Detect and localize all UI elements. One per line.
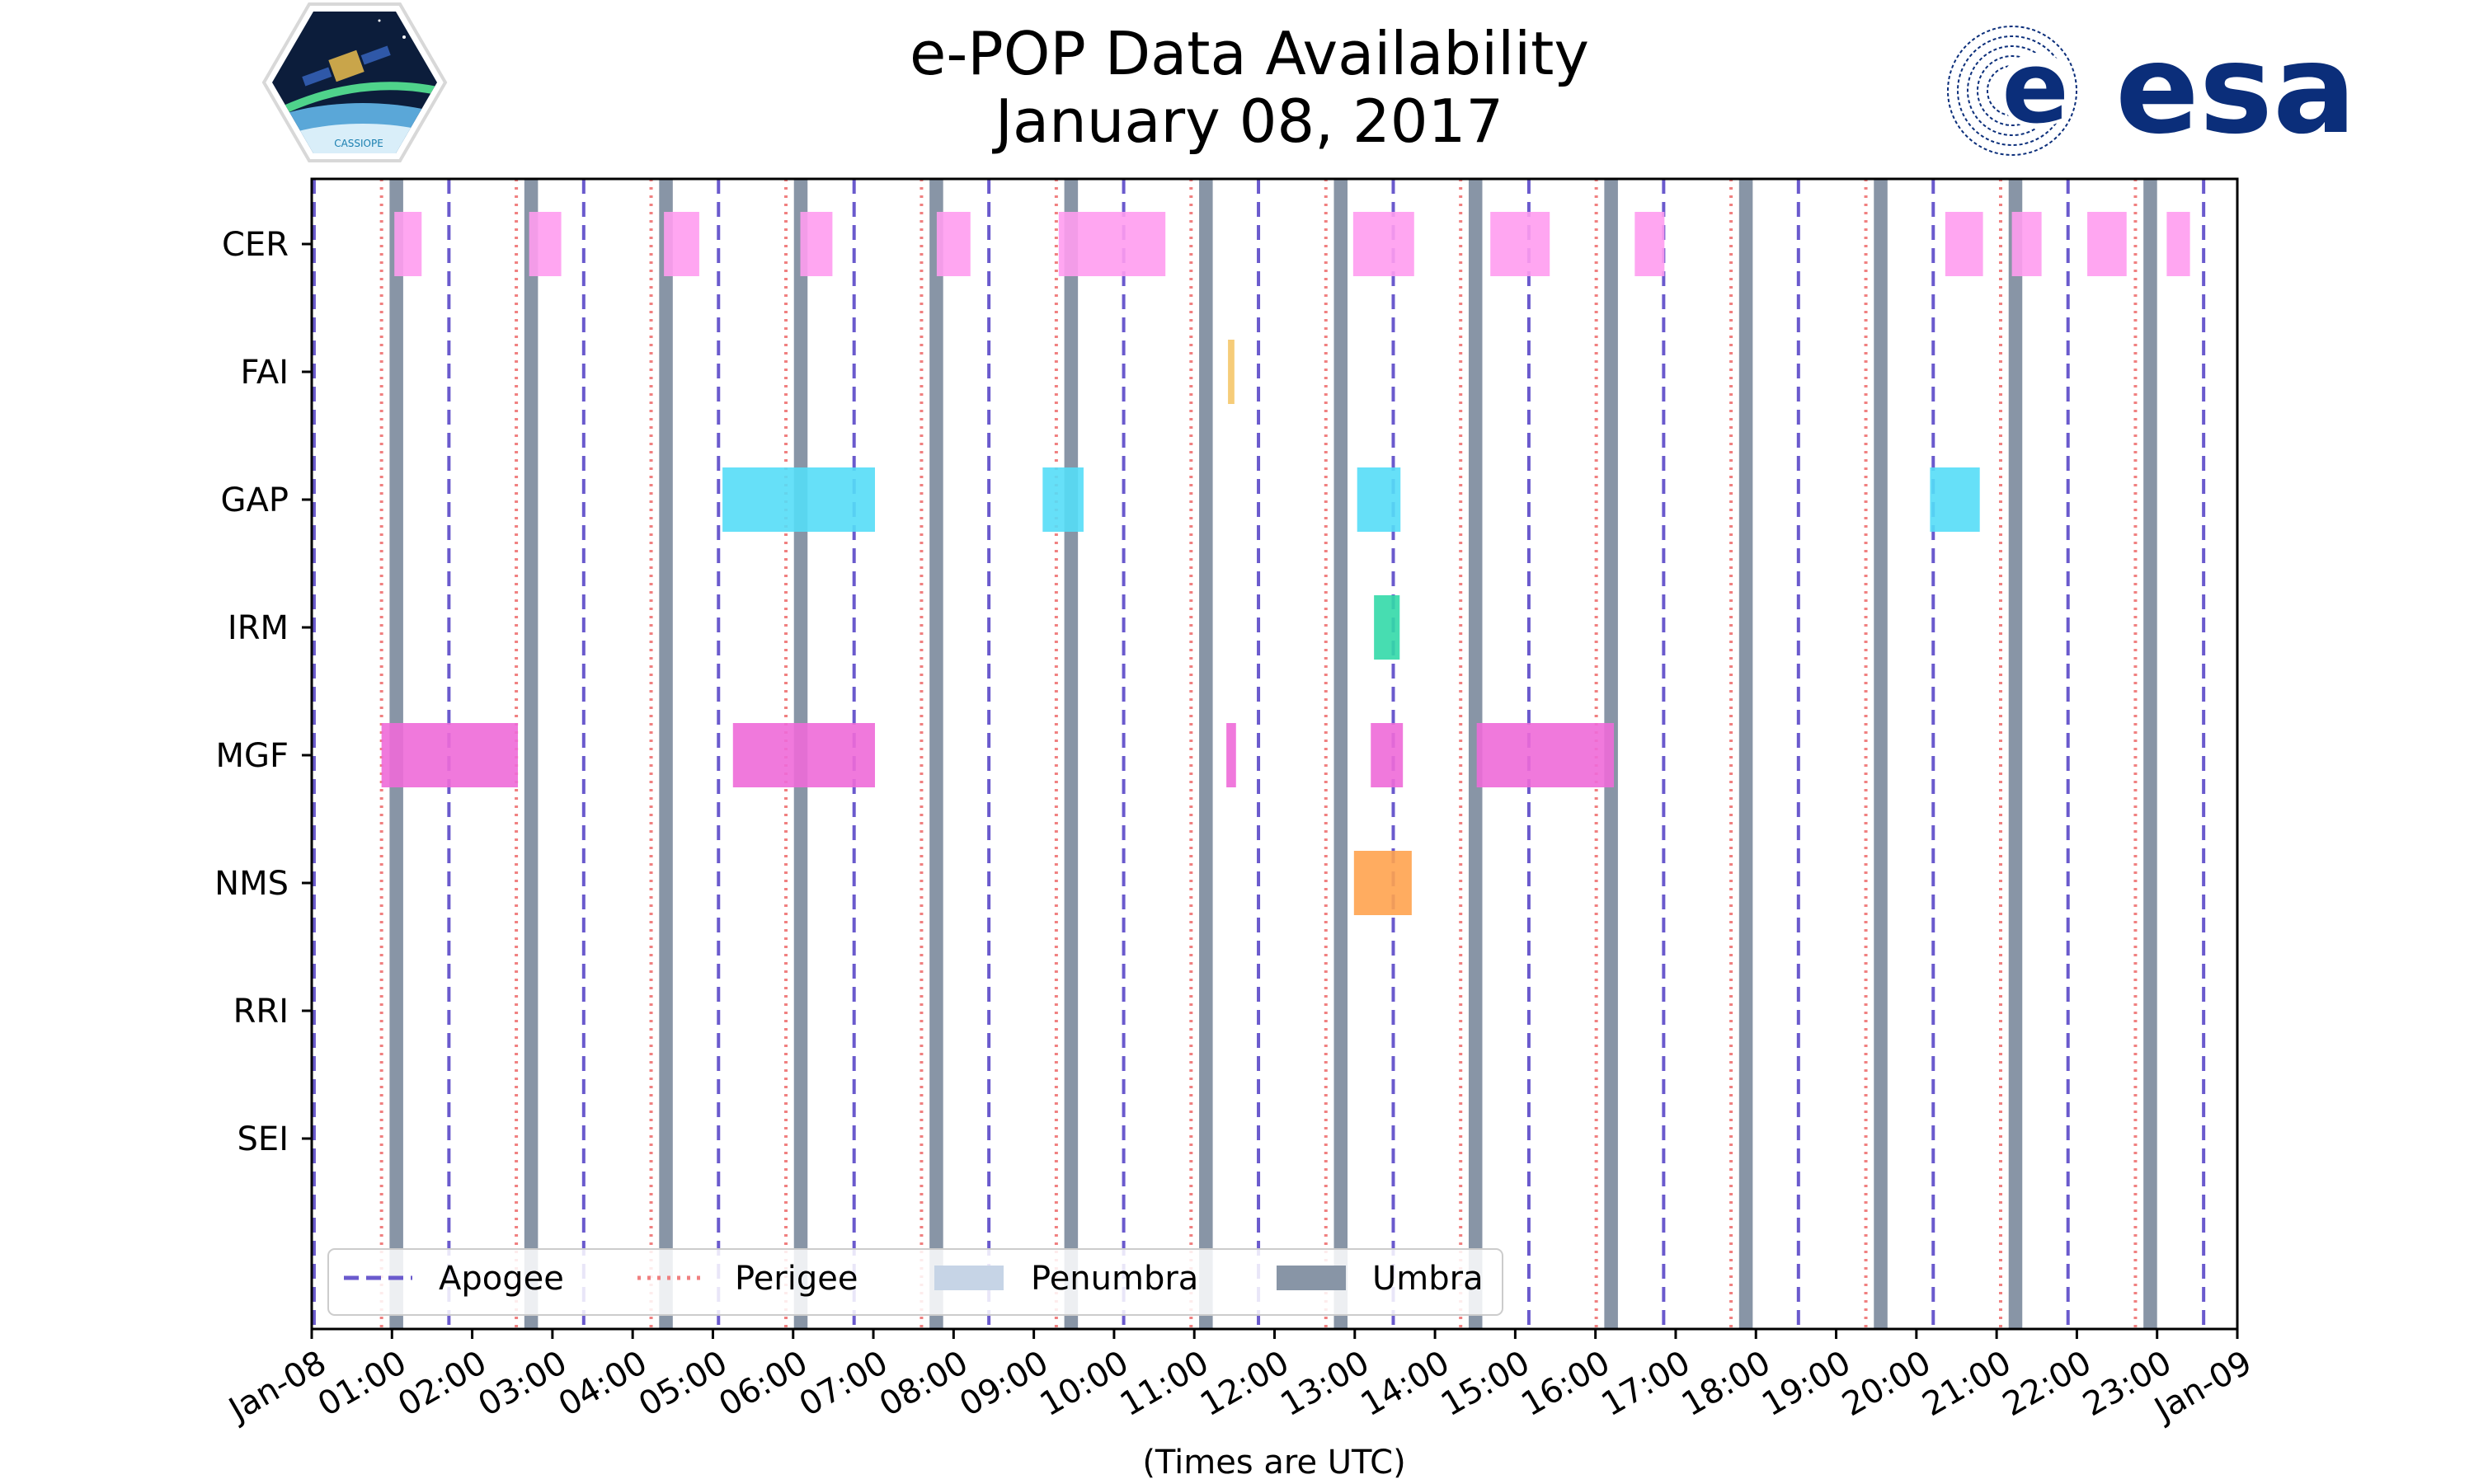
legend-penumbra-swatch: [934, 1266, 1004, 1290]
legend-apogee-label: Apogee: [439, 1260, 564, 1298]
bar-cer-7: [1490, 212, 1550, 276]
legend: Apogee Perigee Penumbra Umbra: [327, 1248, 1503, 1316]
bar-mgf-1: [732, 723, 875, 787]
x-tick-label-11: 11:00: [1114, 1344, 1216, 1424]
bar-irm-0: [1374, 595, 1400, 660]
x-tick-label-5: 05:00: [633, 1344, 734, 1424]
perigee-lines: [379, 179, 2138, 1329]
x-tick-label-6: 06:00: [713, 1344, 814, 1424]
esa-logo-text: esa: [2115, 18, 2356, 162]
x-tick-label-15: 15:00: [1435, 1344, 1536, 1424]
y-tick-label-cer: CER: [222, 226, 289, 264]
y-tick-label-gap: GAP: [221, 481, 289, 519]
bar-cer-2: [664, 212, 699, 276]
x-tick-label-9: 09:00: [953, 1344, 1055, 1424]
x-tick-label-8: 08:00: [873, 1344, 975, 1424]
bar-cer-5: [1058, 212, 1166, 276]
bar-gap-1: [1042, 467, 1084, 532]
x-tick-label-21: 21:00: [1917, 1344, 2018, 1424]
legend-umbra-swatch: [1277, 1266, 1346, 1290]
umbra-band-5: [1064, 179, 1079, 1329]
bar-cer-10: [2011, 212, 2042, 276]
x-tick-label-16: 16:00: [1515, 1344, 1616, 1424]
bar-gap-0: [722, 467, 875, 532]
x-tick-label-13: 13:00: [1274, 1344, 1376, 1424]
umbra-band-1: [524, 179, 539, 1329]
legend-penumbra-label: Penumbra: [1031, 1260, 1198, 1298]
umbra-band-13: [2143, 179, 2157, 1329]
y-tick-label-fai: FAI: [241, 354, 289, 392]
bar-nms-0: [1353, 851, 1412, 915]
x-tick-label-22: 22:00: [1997, 1344, 2098, 1424]
x-tick-label-4: 04:00: [553, 1344, 654, 1424]
x-tick-label-1: 01:00: [312, 1344, 413, 1424]
x-tick-label-3: 03:00: [472, 1344, 573, 1424]
y-tick-label-irm: IRM: [228, 609, 289, 647]
x-axis-label: (Times are UTC): [1142, 1444, 1405, 1482]
bar-mgf-2: [1226, 723, 1236, 787]
apogee-lines: [312, 179, 2206, 1329]
bar-cer-8: [1634, 212, 1665, 276]
bar-mgf-0: [381, 723, 519, 787]
legend-box: [327, 1248, 1503, 1316]
svg-text:e: e: [2001, 31, 2068, 146]
legend-umbra-label: Umbra: [1372, 1260, 1484, 1298]
bar-cer-1: [529, 212, 562, 276]
cassiope-logo-caption: CASSIOPE: [334, 138, 383, 149]
bar-mgf-4: [1476, 723, 1615, 787]
bar-cer-12: [2166, 212, 2190, 276]
bar-cer-9: [1945, 212, 1983, 276]
x-tick-label-7: 07:00: [793, 1344, 895, 1424]
umbra-band-10: [1738, 179, 1753, 1329]
y-tick-label-sei: SEI: [238, 1120, 289, 1158]
umbra-band-8: [1468, 179, 1483, 1329]
bar-cer-0: [394, 212, 422, 276]
y-tick-label-nms: NMS: [214, 865, 289, 903]
bar-fai-0: [1228, 340, 1235, 404]
x-tick-label-10: 10:00: [1033, 1344, 1135, 1424]
bar-cer-3: [800, 212, 833, 276]
bar-cer-6: [1352, 212, 1414, 276]
umbra-band-12: [2008, 179, 2023, 1329]
umbra-band-11: [1874, 179, 1888, 1329]
bar-cer-4: [936, 212, 971, 276]
bar-mgf-3: [1371, 723, 1404, 787]
bar-gap-3: [1930, 467, 1980, 532]
esa-logo-swirl-icon: e: [1947, 26, 2077, 156]
y-tick-label-rri: RRI: [233, 993, 289, 1031]
x-tick-label-14: 14:00: [1355, 1344, 1456, 1424]
umbra-band-2: [659, 179, 673, 1329]
y-axis: CER FAI GAP IRM MGF NMS RRI SEI: [214, 226, 312, 1158]
umbra-band-7: [1333, 179, 1348, 1329]
x-tick-label-2: 02:00: [392, 1344, 493, 1424]
chart-title-line1: e-POP Data Availability: [910, 19, 1589, 88]
chart-title-line2: January 08, 2017: [992, 87, 1503, 156]
umbra-bands: [389, 179, 2157, 1329]
availability-bars: [381, 212, 2190, 915]
x-axis: Jan-0801:0002:0003:0004:0005:0006:0007:0…: [221, 1329, 2258, 1430]
bar-gap-2: [1357, 467, 1401, 532]
plot-area: [312, 179, 2237, 1329]
x-tick-label-18: 18:00: [1676, 1344, 1777, 1424]
x-tick-label-12: 12:00: [1194, 1344, 1296, 1424]
y-tick-label-mgf: MGF: [215, 737, 289, 775]
umbra-band-6: [1199, 179, 1213, 1329]
bar-cer-11: [2087, 212, 2127, 276]
legend-perigee-label: Perigee: [735, 1260, 858, 1298]
x-tick-label-0: Jan-08: [221, 1344, 333, 1430]
umbra-band-4: [929, 179, 943, 1329]
esa-logo: e esa: [1947, 18, 2356, 162]
x-tick-label-20: 20:00: [1836, 1344, 1937, 1424]
x-tick-label-17: 17:00: [1596, 1344, 1697, 1424]
x-tick-label-19: 19:00: [1756, 1344, 1857, 1424]
